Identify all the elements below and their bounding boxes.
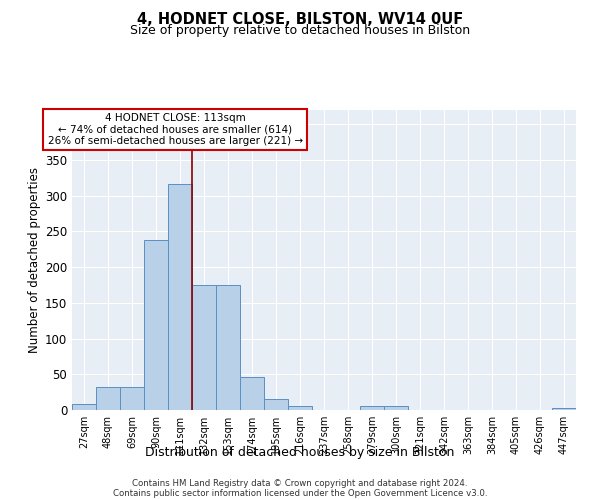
Text: Contains HM Land Registry data © Crown copyright and database right 2024.: Contains HM Land Registry data © Crown c…	[132, 480, 468, 488]
Bar	[384, 406, 408, 410]
Text: Size of property relative to detached houses in Bilston: Size of property relative to detached ho…	[130, 24, 470, 37]
Bar	[192, 285, 216, 410]
Text: Distribution of detached houses by size in Bilston: Distribution of detached houses by size …	[145, 446, 455, 459]
Bar	[120, 387, 144, 410]
Text: 4, HODNET CLOSE, BILSTON, WV14 0UF: 4, HODNET CLOSE, BILSTON, WV14 0UF	[137, 12, 463, 28]
Bar	[288, 406, 312, 410]
Bar	[360, 406, 384, 410]
Bar	[552, 408, 576, 410]
Bar	[72, 404, 96, 410]
Bar	[216, 285, 240, 410]
Bar	[168, 184, 192, 410]
Text: 4 HODNET CLOSE: 113sqm
← 74% of detached houses are smaller (614)
26% of semi-de: 4 HODNET CLOSE: 113sqm ← 74% of detached…	[47, 112, 303, 146]
Y-axis label: Number of detached properties: Number of detached properties	[28, 167, 41, 353]
Bar	[264, 400, 288, 410]
Text: Contains public sector information licensed under the Open Government Licence v3: Contains public sector information licen…	[113, 489, 487, 498]
Bar	[144, 240, 168, 410]
Bar	[96, 387, 120, 410]
Bar	[240, 377, 264, 410]
